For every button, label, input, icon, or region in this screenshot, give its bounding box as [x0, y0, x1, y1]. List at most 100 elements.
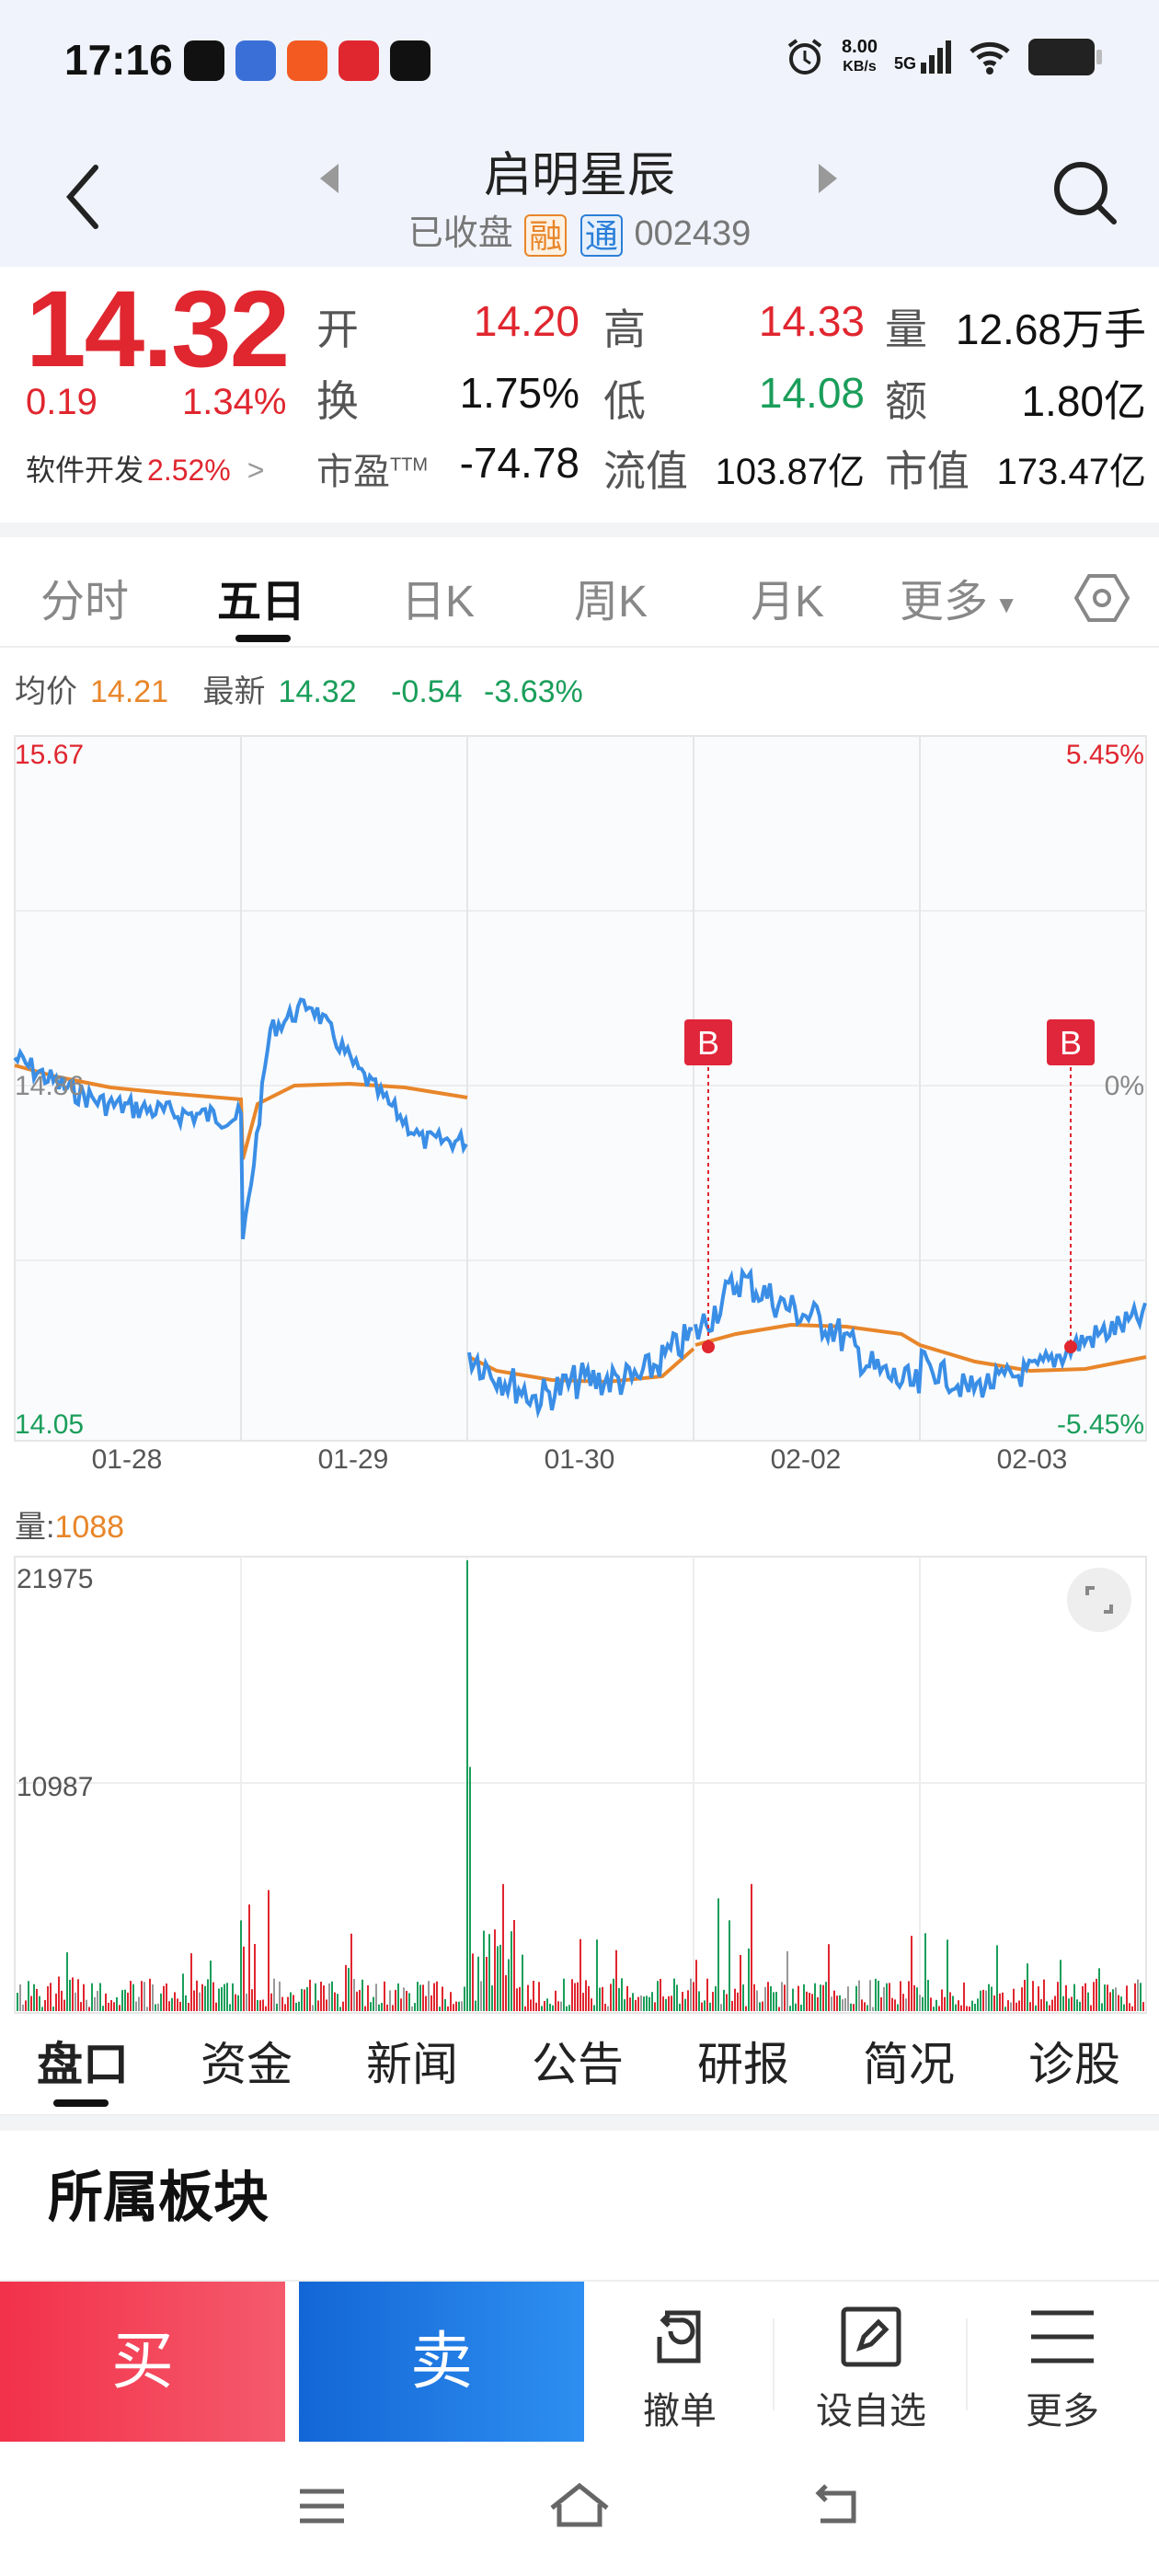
volume-bar: [544, 2001, 545, 2011]
volume-bar: [229, 2004, 231, 2011]
volume-bar: [143, 1982, 145, 2011]
status-bar: 17:16 8.00 KB/s 5G: [0, 0, 1159, 120]
tab-weekly-k[interactable]: 周K: [574, 578, 648, 627]
volume-bar: [232, 1983, 234, 2011]
volume-bar: [615, 1949, 617, 2011]
volume-bar: [693, 1982, 694, 2011]
volume-bar: [174, 1992, 176, 2011]
volume-bar: [1126, 1985, 1128, 2011]
tab-fund-flow[interactable]: 资金: [201, 2039, 293, 2090]
volume-value: 12.68万手: [955, 305, 1146, 353]
volume-bar: [124, 1989, 126, 2011]
volume-bar: [740, 1955, 741, 2011]
volume-bar: [519, 1986, 521, 2011]
volume-chart[interactable]: 21975 10987: [0, 1555, 1159, 2015]
volume-bar: [1004, 2007, 1006, 2011]
volume-bar: [75, 1992, 76, 2011]
volume-bar: [1029, 2002, 1031, 2011]
volume-bar: [1096, 1978, 1097, 2011]
volume-bar: [334, 1992, 336, 2011]
volume-bar: [306, 1987, 308, 2011]
tab-daily-k[interactable]: 日K: [401, 578, 476, 627]
y-left-mid: 14.86: [15, 1071, 84, 1101]
tab-research[interactable]: 研报: [697, 2039, 789, 2090]
volume-bar: [516, 1988, 518, 2011]
back-icon[interactable]: [61, 160, 107, 234]
home-icon[interactable]: [546, 2478, 613, 2534]
prev-stock-icon[interactable]: [320, 164, 339, 193]
volume-bar: [210, 1961, 212, 2011]
more-button[interactable]: 更多: [975, 2300, 1150, 2434]
signal-icon: 5G: [894, 40, 951, 74]
volume-bar: [477, 1956, 479, 2011]
tab-announcements[interactable]: 公告: [532, 2039, 624, 2090]
price-line: [13, 997, 468, 1240]
volume-bar: [157, 2003, 159, 2011]
open-value: 14.20: [473, 297, 580, 345]
volume-bar: [1057, 1982, 1059, 2011]
volume-bar: [806, 1991, 808, 2011]
volume-bar: [287, 1996, 289, 2011]
volume-bar: [353, 1979, 355, 2011]
volume-bar: [235, 1994, 236, 2011]
volume-bar: [552, 2005, 554, 2011]
search-icon[interactable]: [1049, 156, 1122, 230]
buy-marker-1[interactable]: B: [684, 1019, 732, 1353]
volume-bar: [618, 1988, 620, 2011]
volume-bar: [406, 1991, 407, 2011]
volume-bar: [295, 2002, 297, 2011]
volume-bar: [315, 1983, 316, 2011]
volume-bar: [298, 2001, 300, 2011]
volume-bar: [607, 2006, 609, 2011]
buy-button[interactable]: 买: [0, 2282, 285, 2442]
volume-bar: [268, 1890, 270, 2011]
tab-more[interactable]: 更多 ▼: [900, 578, 1018, 627]
settings-hex-icon[interactable]: [1074, 570, 1130, 626]
volume-bar: [836, 1995, 838, 2011]
volume-bar: [886, 1983, 888, 2011]
volume-bar: [1142, 2002, 1144, 2011]
tab-diagnosis[interactable]: 诊股: [1028, 2039, 1120, 2090]
five-day-chart[interactable]: B B 15.67 14.86 14.05 5.45% 0% -5.45% 01…: [0, 727, 1159, 1490]
volume-bar: [127, 1992, 129, 2011]
volume-bar: [417, 1982, 419, 2011]
volume-bar: [582, 1993, 584, 2011]
sell-button[interactable]: 卖: [299, 2282, 584, 2442]
tab-order-book[interactable]: 盘口: [37, 2039, 129, 2090]
volume-bar: [113, 2002, 115, 2011]
trade-action-bar: 买 卖 撤单 设自选 更多: [0, 2280, 1159, 2442]
volume-bar: [820, 1984, 821, 2011]
price-change: 0.19: [26, 382, 98, 422]
volume-bar: [665, 1998, 667, 2011]
tab-five-day[interactable]: 五日: [217, 578, 306, 627]
volume-bar: [97, 1991, 98, 2011]
volume-bar: [1073, 1984, 1075, 2011]
recent-apps-icon[interactable]: [293, 2478, 351, 2534]
add-watchlist-button[interactable]: 设自选: [784, 2300, 958, 2434]
volume-bar: [1120, 1996, 1122, 2011]
next-stock-icon[interactable]: [819, 164, 837, 193]
stock-header: 启明星辰 已收盘 融 通 002439: [0, 120, 1159, 267]
volume-bar: [530, 1999, 532, 2011]
expand-icon[interactable]: [1067, 1568, 1131, 1632]
volume-bar: [364, 2006, 366, 2011]
volume-bar: [833, 1990, 835, 2011]
volume-bar: [662, 1996, 664, 2011]
tab-intraday[interactable]: 分时: [40, 578, 130, 627]
volume-bar: [226, 1983, 228, 2011]
x-tick-2: 01-30: [545, 1444, 615, 1475]
tab-monthly-k[interactable]: 月K: [751, 578, 825, 627]
back-nav-icon[interactable]: [808, 2478, 866, 2534]
tab-news[interactable]: 新闻: [366, 2039, 458, 2090]
tab-profile[interactable]: 简况: [863, 2039, 955, 2090]
stock-subline: 已收盘 融 通 002439: [0, 204, 1159, 257]
volume-bar: [279, 1981, 281, 2011]
cancel-order-button[interactable]: 撤单: [592, 2300, 767, 2434]
buy-marker-2[interactable]: B: [1047, 1019, 1095, 1353]
volume-bar: [1035, 2005, 1037, 2011]
sector-link[interactable]: 软件开发 2.52% >: [26, 454, 265, 487]
y-right-max: 5.45%: [1066, 740, 1144, 770]
volume-bar: [803, 1984, 805, 2011]
volume-bar: [673, 1978, 675, 2011]
volume-bar: [276, 2003, 278, 2011]
